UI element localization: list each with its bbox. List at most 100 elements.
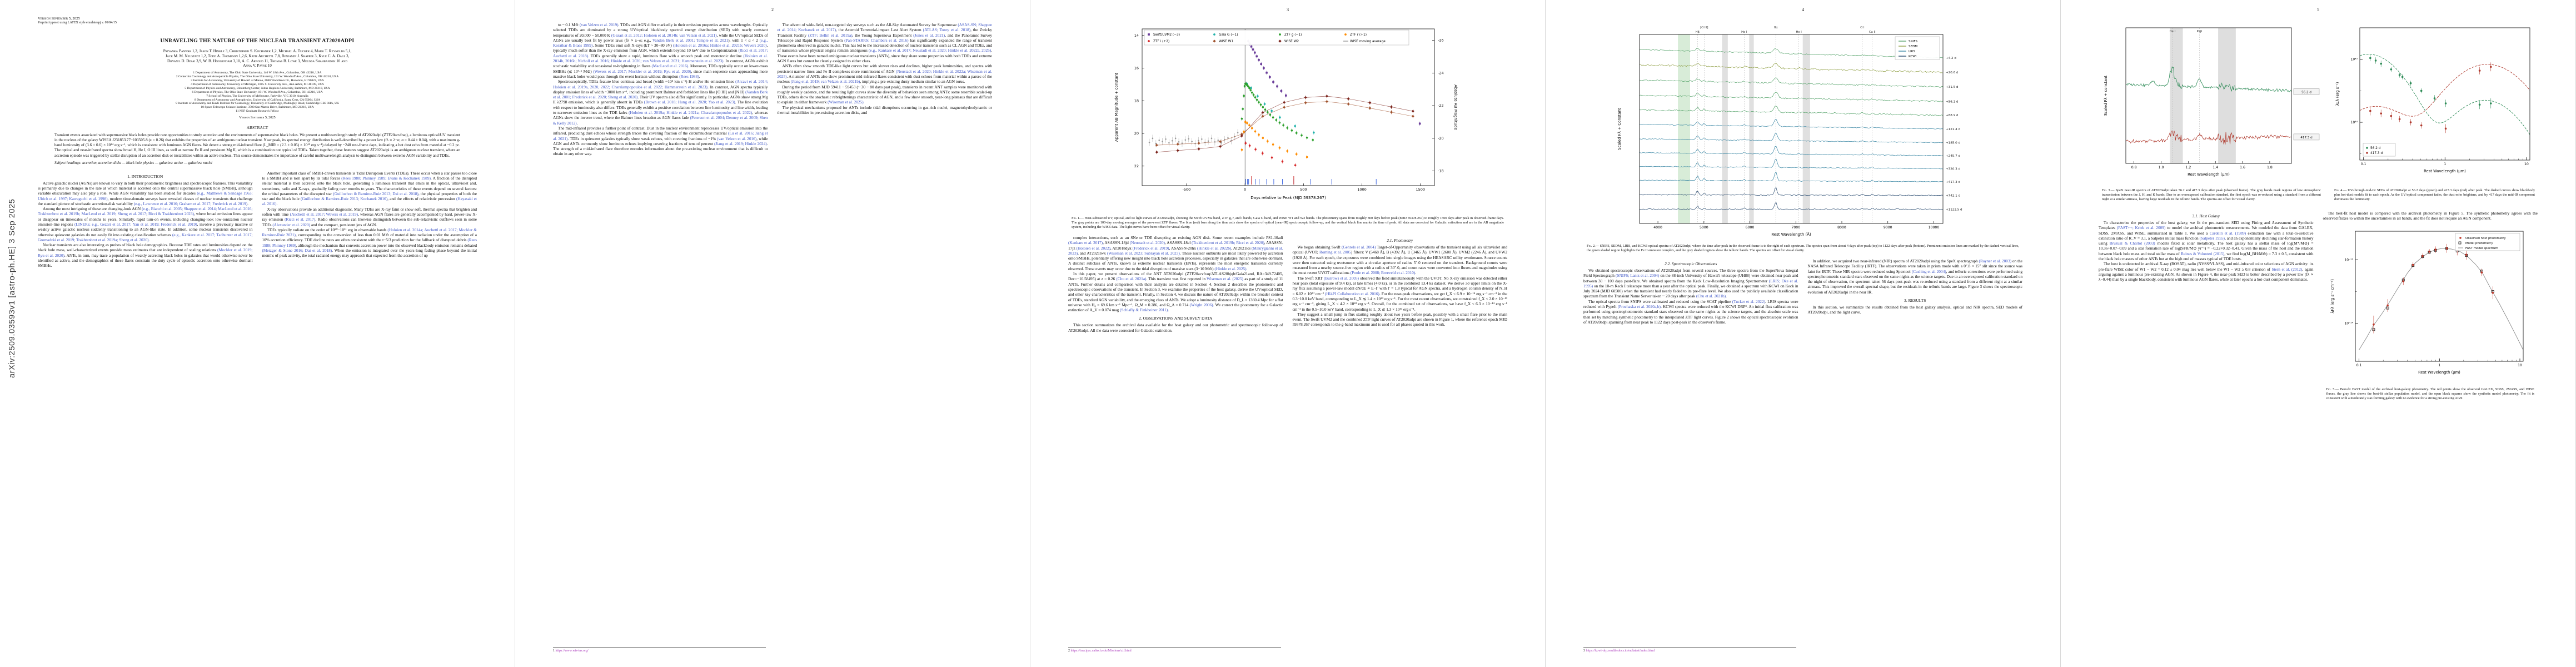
citation-link[interactable]: (HI4PI Collaboration et al. 2016) bbox=[1324, 291, 1379, 296]
citation-link[interactable]: (Rees 1988) bbox=[679, 73, 699, 79]
citation-link[interactable]: (Makrygianni et al. 2023) bbox=[1068, 245, 1283, 256]
citation-link[interactable]: (Guillochon & Ramirez-Ruiz 2013; Kochane… bbox=[300, 196, 388, 202]
citation-link[interactable]: (Trakhtenbrot et al. 2019b; Ricci et al.… bbox=[1192, 240, 1264, 246]
citation-link[interactable]: (Burrows et al. 2005) bbox=[1323, 275, 1359, 281]
citation-link[interactable]: (Wiseman et al. 2025) bbox=[828, 99, 864, 105]
paragraph: to ~ 0.1 M⊙ (van Velzen et al. 2019). TD… bbox=[553, 22, 768, 79]
citation-link[interactable]: (Hinkle et al. 2022b) bbox=[1197, 245, 1232, 251]
citation-link[interactable]: Stern et al. (2012) bbox=[2271, 266, 2303, 272]
citation-link[interactable]: (Jiang et al. 2019; Hinkle 2024) bbox=[714, 141, 767, 146]
citation-link[interactable]: (Vanden Berk et al. 2001; Frederick et a… bbox=[553, 89, 768, 100]
citation-link[interactable]: (Ricci et al. 2017; Auchettl et al. 2018… bbox=[553, 48, 768, 58]
citation-link[interactable]: (Rees 1988; Phinney 1989) bbox=[262, 237, 477, 248]
citation-link[interactable]: (SNIFS; Lantz et al. 2004) bbox=[1615, 273, 1660, 278]
citation-link[interactable]: (Frederick et al. 2019) bbox=[1132, 245, 1169, 251]
paragraph: In this paper, we present observations o… bbox=[1068, 271, 1283, 313]
svg-text:10: 10 bbox=[2524, 162, 2528, 166]
citation-link[interactable]: (Neustadt et al. 2020) bbox=[1129, 240, 1165, 246]
citation-link[interactable]: (FAST++; Kriek et al. 2009) bbox=[2116, 225, 2166, 231]
citation-link[interactable]: (Arcavi et al. 2014; Holoien et al. 2019… bbox=[553, 79, 768, 89]
svg-text:Scaled Fλ + Constant: Scaled Fλ + Constant bbox=[1617, 108, 1622, 150]
column-left: 3.1. Host Galaxy To characterize the prop… bbox=[2099, 211, 2314, 404]
svg-text:56.2 d: 56.2 d bbox=[2370, 147, 2381, 150]
citation-link[interactable]: (Brown et al. 2018; Hung et al. 2020; Ya… bbox=[644, 99, 735, 105]
affiliation-list: 1 Department of Astronomy, The Ohio Stat… bbox=[38, 71, 477, 113]
citation-link[interactable]: (e.g., Kankare et al. 2017; Tadhunter et… bbox=[38, 232, 253, 242]
citation-link[interactable]: (Rayner et al. 2003) bbox=[1979, 258, 2012, 263]
svg-text:500: 500 bbox=[1300, 187, 1307, 192]
citation-link[interactable]: (Auchettl et al. 2017; Wevers et al. 201… bbox=[290, 212, 358, 217]
citation-link[interactable]: Wiseman et al. (2025) bbox=[1207, 276, 1243, 282]
citation-link[interactable]: (Holoien et al. 2019a; Hinkle et al. 202… bbox=[629, 110, 753, 116]
svg-text:WISE moving average: WISE moving average bbox=[1350, 40, 1386, 43]
citation-link[interactable]: (Schlafly & Finkbeiner 2011) bbox=[1119, 307, 1168, 313]
citation-link[interactable]: (Guillochon & Ramirez-Ruiz 2013; Dai et … bbox=[333, 191, 418, 196]
citation-link[interactable]: (e.g., Lawrence et al. 2016; Graham et a… bbox=[133, 201, 248, 206]
citation-link[interactable]: (Alexander et al. 2020) bbox=[272, 222, 311, 227]
preprint-typeset-line: Preprint typeset using LATEX style emula… bbox=[38, 21, 117, 24]
citation-link[interactable]: (van Velzen et al. 2019) bbox=[579, 22, 619, 27]
citation-link[interactable]: (Rees 1988; Phinney 1989; Evans & Kochan… bbox=[341, 175, 431, 181]
citation-link[interactable]: (Peterson et al. 2004; Denney et al. 200… bbox=[553, 115, 768, 126]
citation-link[interactable]: (LINERs; e.g., Gezari et al. 2017; Yan e… bbox=[74, 222, 197, 227]
svg-text:He I: He I bbox=[1741, 31, 1747, 34]
svg-text:10⁴⁴: 10⁴⁴ bbox=[2350, 121, 2358, 125]
affiliation: 11 NSF Graduate Research Fellow bbox=[236, 109, 279, 113]
citation-link[interactable]: (Holoien et al. 2016a; Hinkle et al. 202… bbox=[673, 43, 767, 48]
footnote-url[interactable]: https://www.wis-tns.org/ bbox=[555, 649, 589, 653]
citation-link[interactable]: (e.g., Kankare et al. 2017; Neustadt et … bbox=[869, 48, 991, 53]
citation-link[interactable]: (Chu et al. 2021a) bbox=[1116, 276, 1147, 282]
citation-link[interactable]: (Holoien et al. 2014a; Auchettl et al. 2… bbox=[262, 227, 477, 238]
affiliation: 2 Center for Cosmology and Astroparticle… bbox=[176, 75, 339, 79]
citation-link[interactable]: (MacLeod et al. 2016) bbox=[651, 63, 689, 69]
svg-text:0.8: 0.8 bbox=[2131, 166, 2137, 170]
citation-link[interactable]: (e.g., Matthews & Sandage 1963; Ulrich e… bbox=[38, 191, 253, 201]
svg-text:-18: -18 bbox=[1438, 169, 1444, 173]
citation-link[interactable]: (ZTF; Bellm et al. 2019a) bbox=[808, 32, 853, 38]
citation-link[interactable]: (Jiang et al. 2019; van Velzen et al. 20… bbox=[790, 79, 860, 84]
citation-link[interactable]: (Cushing et al. 2004) bbox=[1911, 268, 1946, 274]
citation-link[interactable]: (Gezari et al. 2012; Holoien et al. 2014… bbox=[611, 32, 717, 38]
svg-text:+56.2 d: +56.2 d bbox=[1946, 100, 1959, 103]
citation-link[interactable]: (Holoien et al. 2022) bbox=[1076, 245, 1110, 251]
figure-5-caption-text: Best-fit FAST model of the archival host… bbox=[2326, 387, 2535, 400]
citation-link[interactable]: (Kankare et al. 2017) bbox=[1068, 240, 1103, 246]
citation-link[interactable]: (Hinkle et al. 2025) bbox=[1214, 266, 1247, 271]
citation-link[interactable]: Reines & Volonteri (2015) bbox=[2181, 251, 2225, 256]
citation-link[interactable]: Vanden Berk et al. 2001; Temple et al. 2… bbox=[652, 37, 729, 43]
footnote-url[interactable]: https://kcwi-drp.readthedocs.io/en/lates… bbox=[1586, 649, 1655, 653]
citation-link[interactable]: (Lu et al. 2016; Jiang et al. 2021) bbox=[553, 131, 768, 141]
citation-link[interactable]: (Salpeter 1955) bbox=[2199, 235, 2225, 241]
citation-link[interactable]: (Hayasaki et al. 2016) bbox=[262, 196, 477, 207]
citation-link[interactable]: (ASAS-SN; Shappee et al. 2014; Kochanek … bbox=[777, 22, 993, 33]
figure-3-label: Fig. 3.— bbox=[2102, 188, 2115, 192]
footnote-url[interactable]: https://irsa.ipac.caltech.edu/Missions/z… bbox=[1070, 649, 1132, 653]
citation-link[interactable]: (Wiseman et al. 2023; Subrayan et al. 20… bbox=[1107, 250, 1180, 256]
citation-link[interactable]: (ATLAS; Tonry et al. 2018) bbox=[923, 27, 971, 33]
svg-text:Absolute AB Magnitude: Absolute AB Magnitude bbox=[1453, 84, 1458, 130]
citation-link[interactable]: (Holoien et al. 2014b, 2016b; Nicholl et… bbox=[553, 53, 768, 64]
citation-link[interactable]: (e.g., Bianchi et al. 2005; Shappee et a… bbox=[38, 206, 253, 217]
citation-link[interactable]: (Wevers et al. 2017; Mockler et al. 2019… bbox=[593, 68, 691, 74]
citation-link[interactable]: (Wright 2006) bbox=[1189, 302, 1213, 307]
citation-link[interactable]: (Jones et al. 2021) bbox=[913, 32, 945, 38]
citation-link[interactable]: (Neustadt et al. 2020; Hinkle et al. 202… bbox=[777, 68, 993, 79]
citation-link[interactable]: (Prochaska et al. 2020a,b) bbox=[1617, 304, 1661, 310]
citation-link[interactable]: (LRIS; Oke et al. 1995) bbox=[1583, 278, 1798, 288]
citation-link[interactable]: Roming et al. 2005 bbox=[1319, 250, 1351, 255]
citation-link[interactable]: (Tucker et al. 2022) bbox=[1732, 298, 1766, 304]
citation-link[interactable]: Cardelli et al. (1989) bbox=[2209, 230, 2246, 236]
svg-text:WISE W1: WISE W1 bbox=[1219, 40, 1233, 43]
citation-link[interactable]: (Poole et al. 2008; Breeveld et al. 2010… bbox=[1350, 270, 1416, 276]
citation-link[interactable]: (Ricci et al. 2017) bbox=[285, 217, 316, 222]
citation-link[interactable]: (Chu et al. 2021b) bbox=[1696, 293, 1726, 299]
citation-link[interactable]: (van Velzen et al. 2016) bbox=[717, 136, 757, 141]
svg-text:SEDM: SEDM bbox=[1909, 45, 1917, 48]
citation-link[interactable]: Bruzual & Charlot (2003) bbox=[2109, 241, 2155, 246]
citation-link[interactable]: (Mockler et al. 2019; Ryu et al. 2020) bbox=[38, 247, 253, 258]
citation-link[interactable]: (Pan-STARRS; Chambers et al. 2016) bbox=[844, 37, 909, 43]
citation-link[interactable]: (Gehrels et al. 2004) bbox=[1341, 245, 1376, 250]
citation-link[interactable]: (Metzger & Stone 2016; Dai et al. 2018) bbox=[262, 248, 332, 253]
citation-link[interactable]: (e.g., Koratkar & Blaes 1999) bbox=[553, 37, 768, 48]
svg-text:KCWI: KCWI bbox=[1909, 55, 1917, 58]
